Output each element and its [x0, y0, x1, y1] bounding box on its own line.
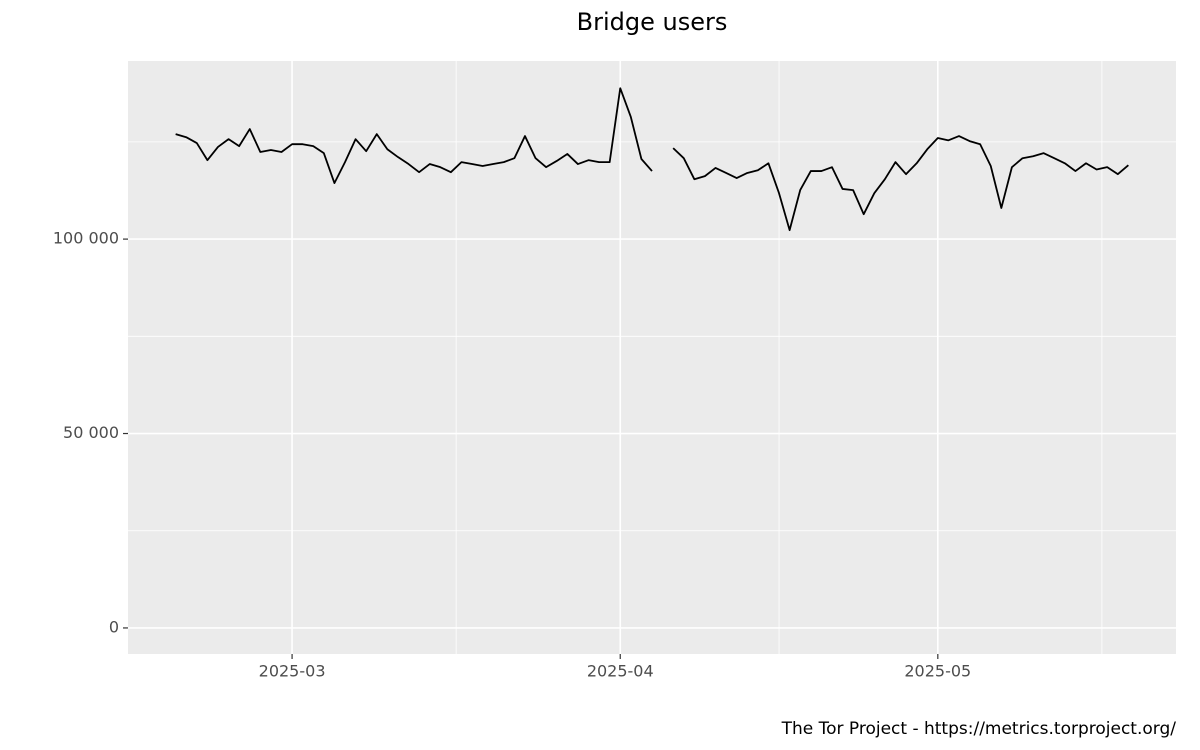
y-tick-label: 50 000 — [63, 423, 119, 442]
y-tick-label: 0 — [109, 617, 119, 636]
panel — [128, 61, 1176, 654]
x-tick-label: 2025-05 — [904, 662, 971, 681]
x-tick-label: 2025-03 — [259, 662, 326, 681]
data-line — [175, 87, 1129, 232]
y-tick-label: 100 000 — [53, 229, 119, 248]
chart-title: Bridge users — [577, 8, 728, 36]
x-tick-label: 2025-04 — [587, 662, 654, 681]
caption: The Tor Project - https://metrics.torpro… — [781, 719, 1177, 739]
